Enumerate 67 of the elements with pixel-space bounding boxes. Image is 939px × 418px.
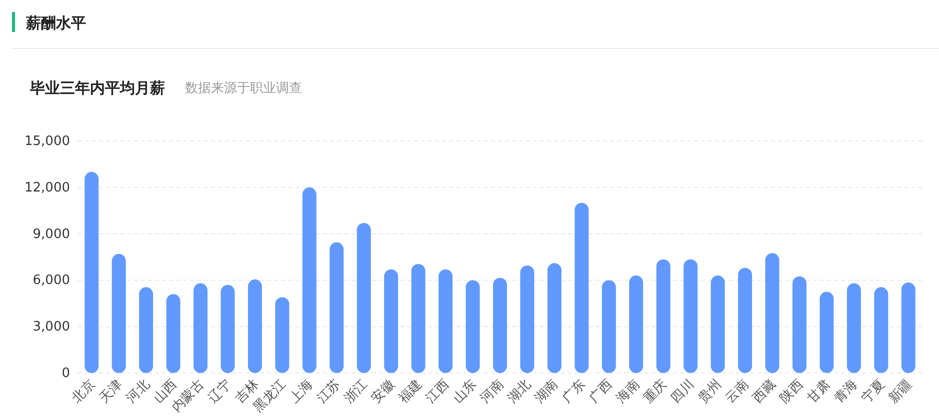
x-tick-label: 河南 bbox=[478, 377, 507, 406]
x-tick-label: 青海 bbox=[832, 377, 861, 406]
x-tick-label: 河北 bbox=[124, 377, 153, 406]
bar bbox=[112, 254, 126, 373]
bar bbox=[248, 279, 262, 373]
x-tick-label: 浙江 bbox=[342, 377, 371, 406]
bar bbox=[166, 294, 180, 373]
x-tick-label: 海南 bbox=[614, 377, 643, 406]
bar bbox=[547, 263, 562, 373]
bar bbox=[466, 280, 480, 373]
chart-subtitle: 毕业三年内平均月薪 bbox=[29, 79, 165, 97]
bar bbox=[411, 264, 426, 373]
bar bbox=[139, 287, 154, 373]
bar bbox=[275, 297, 290, 373]
bar bbox=[356, 222, 371, 373]
bar bbox=[493, 278, 507, 373]
x-tick-label: 陕西 bbox=[777, 377, 806, 406]
bar bbox=[194, 283, 208, 373]
bar bbox=[738, 268, 752, 373]
bar bbox=[302, 187, 316, 373]
x-tick-label: 江西 bbox=[423, 377, 452, 406]
bar bbox=[574, 202, 589, 373]
x-tick-label: 山东 bbox=[450, 377, 480, 406]
x-tick-label: 北京 bbox=[69, 377, 98, 406]
x-tick-label: 新疆 bbox=[886, 377, 916, 406]
bar bbox=[629, 276, 644, 373]
x-tick-label: 湖北 bbox=[505, 377, 534, 406]
y-tick-label: 3,000 bbox=[32, 320, 70, 335]
bar bbox=[656, 259, 670, 373]
bar bbox=[710, 276, 725, 373]
x-tick-label: 四川 bbox=[668, 377, 698, 406]
bar bbox=[846, 283, 861, 373]
bar bbox=[602, 280, 616, 373]
y-tick-label: 12,000 bbox=[24, 180, 70, 196]
bar bbox=[792, 276, 806, 373]
bar bbox=[220, 284, 235, 373]
y-tick-label: 0 bbox=[62, 366, 70, 381]
x-tick-label: 甘肃 bbox=[804, 377, 834, 406]
y-tick-label: 6,000 bbox=[32, 273, 70, 288]
bar bbox=[84, 172, 99, 373]
x-tick-label: 江苏 bbox=[314, 377, 344, 406]
x-tick-label: 天津 bbox=[96, 377, 126, 406]
bar bbox=[874, 287, 888, 373]
x-tick-label: 福建 bbox=[396, 377, 426, 406]
x-tick-label: 上海 bbox=[287, 377, 316, 406]
y-tick-label: 9,000 bbox=[32, 226, 70, 242]
x-tick-label: 广东 bbox=[560, 377, 589, 406]
x-tick-label: 西藏 bbox=[750, 377, 780, 406]
x-tick-label: 重庆 bbox=[641, 377, 670, 406]
bar bbox=[438, 269, 453, 373]
bar bbox=[901, 282, 916, 373]
x-tick-label: 湖南 bbox=[532, 377, 562, 406]
x-tick-label: 云南 bbox=[722, 377, 752, 406]
bar bbox=[684, 259, 698, 373]
bar bbox=[384, 269, 398, 373]
x-tick-label: 安徽 bbox=[368, 376, 398, 406]
y-tick-label: 15,000 bbox=[24, 134, 70, 149]
bar bbox=[765, 253, 780, 373]
text: 数据来源于职业调查 bbox=[185, 81, 302, 96]
bar bbox=[820, 292, 834, 373]
bar bbox=[330, 242, 344, 373]
chart-title: 薪酬水平 bbox=[25, 14, 86, 32]
x-tick-label: 贵州 bbox=[696, 377, 725, 406]
x-tick-label: 辽宁 bbox=[204, 376, 235, 406]
x-tick-label: 宁夏 bbox=[858, 376, 888, 406]
x-tick-label: 广西 bbox=[586, 377, 616, 406]
bar bbox=[520, 266, 534, 373]
